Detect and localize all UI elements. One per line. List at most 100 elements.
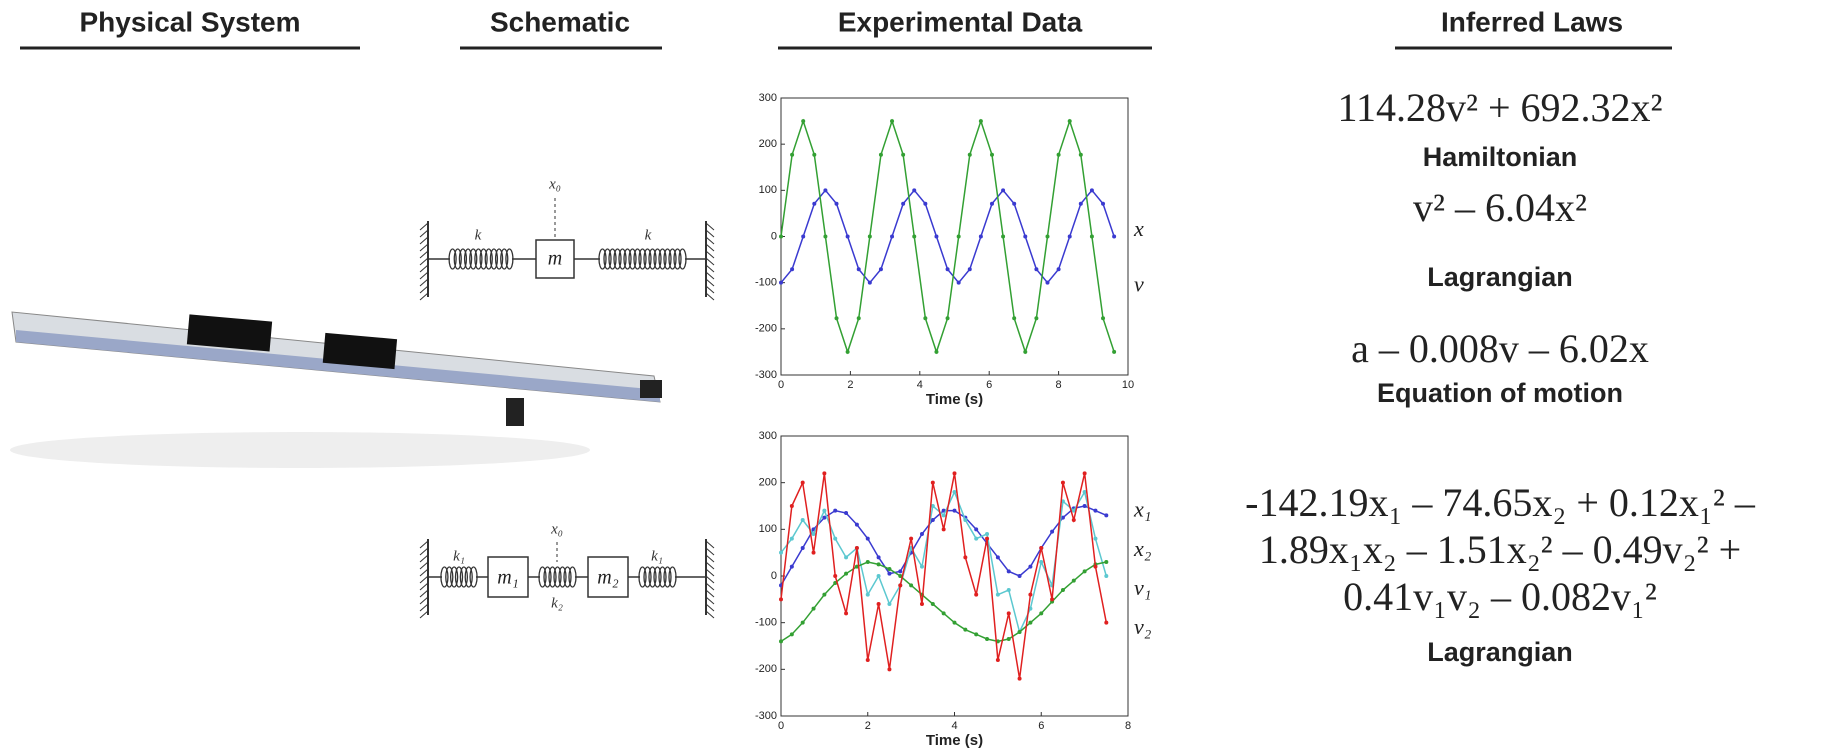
spring-coil — [463, 248, 473, 270]
wall-hatch — [705, 540, 715, 549]
spring-coil — [648, 248, 657, 270]
shadow — [10, 432, 590, 468]
data-point — [934, 234, 939, 239]
data-point — [823, 188, 828, 193]
equation-label: Lagrangian — [1427, 637, 1573, 667]
equation: a – 0.008v – 6.02x — [1351, 326, 1649, 371]
spring-coil — [448, 248, 457, 270]
data-point — [867, 234, 872, 239]
data-point — [800, 620, 805, 625]
spring-coil — [449, 566, 459, 588]
data-point — [995, 555, 1000, 560]
spring-coil — [653, 248, 662, 270]
wall-hatch — [705, 285, 715, 294]
wall-hatch — [705, 271, 715, 280]
y-tick-label: -200 — [755, 663, 777, 675]
spring-coil — [494, 248, 504, 270]
data-point — [941, 611, 946, 616]
spring-coil — [608, 248, 617, 270]
data-point — [844, 555, 849, 560]
y-tick-label: 0 — [771, 230, 777, 242]
end-block — [640, 380, 662, 398]
data-point — [1056, 267, 1061, 272]
x-axis-label: Time (s) — [926, 391, 983, 408]
data-point — [789, 632, 794, 637]
data-point — [1078, 201, 1083, 206]
data-point — [978, 234, 983, 239]
data-point — [1001, 234, 1006, 239]
data-point — [978, 119, 983, 124]
position-label: x₀ — [550, 521, 563, 537]
data-point — [941, 513, 946, 518]
header: Inferred Laws — [1441, 6, 1623, 37]
y-tick-label: 200 — [759, 138, 777, 150]
position-label: x₀ — [548, 176, 561, 192]
data-point — [919, 602, 924, 606]
data-point — [1082, 490, 1087, 494]
spring-coil — [643, 248, 652, 270]
data-point — [856, 316, 861, 321]
data-point — [930, 518, 935, 522]
wall-hatch — [705, 250, 715, 259]
data-point — [1104, 513, 1109, 518]
data-point — [1039, 560, 1044, 564]
wall-hatch — [419, 540, 429, 549]
data-point — [1067, 119, 1072, 124]
spring-label: k₂ — [551, 595, 563, 611]
data-point — [1017, 574, 1022, 578]
data-point — [865, 536, 870, 541]
data-point — [844, 611, 849, 616]
data-point — [1012, 201, 1017, 206]
spring-coil — [633, 248, 642, 270]
spring-coil — [453, 248, 462, 270]
data-point — [941, 527, 946, 532]
y-tick-label: 0 — [771, 570, 777, 582]
wall-hatch — [419, 278, 429, 287]
data-point — [845, 349, 850, 354]
spring-coil — [653, 566, 662, 588]
x-tick-label: 2 — [865, 720, 871, 732]
header: Experimental Data — [838, 6, 1083, 37]
spring-coil — [563, 566, 572, 588]
data-point — [974, 536, 979, 541]
spring-coil — [505, 248, 514, 270]
equation-label: Hamiltonian — [1423, 142, 1578, 172]
x-tick-label: 0 — [778, 379, 784, 391]
spring-coil — [454, 566, 464, 588]
wall-hatch — [419, 568, 429, 577]
data-point — [779, 639, 783, 644]
wall-hatch — [705, 582, 715, 591]
y-tick-label: -300 — [755, 710, 777, 722]
data-point — [1012, 316, 1017, 321]
y-tick-label: 100 — [759, 523, 777, 535]
data-point — [1071, 578, 1076, 583]
data-point — [887, 571, 892, 576]
data-point — [923, 201, 928, 206]
data-point — [1056, 152, 1061, 157]
data-point — [789, 564, 794, 569]
spring-coil — [558, 566, 567, 588]
spring-coil — [643, 566, 652, 588]
spring-coil — [678, 248, 687, 270]
data-point — [956, 280, 961, 285]
data-point — [865, 592, 870, 597]
data-point — [963, 555, 968, 560]
data-point — [1101, 316, 1106, 321]
wall-hatch — [419, 603, 429, 612]
data-point — [878, 152, 883, 157]
wall-hatch — [705, 292, 715, 301]
x-tick-label: 8 — [1125, 720, 1131, 732]
wall-hatch — [705, 554, 715, 563]
wall-hatch — [419, 264, 429, 273]
wall-hatch — [705, 229, 715, 238]
wall-hatch — [419, 222, 429, 231]
data-point — [974, 632, 979, 637]
spring-coil — [464, 566, 473, 588]
data-point — [1101, 201, 1106, 206]
wall-hatch — [705, 236, 715, 245]
wall-hatch — [419, 236, 429, 245]
wall-hatch — [419, 229, 429, 238]
data-point — [1071, 518, 1076, 522]
x-tick-label: 4 — [951, 720, 957, 732]
